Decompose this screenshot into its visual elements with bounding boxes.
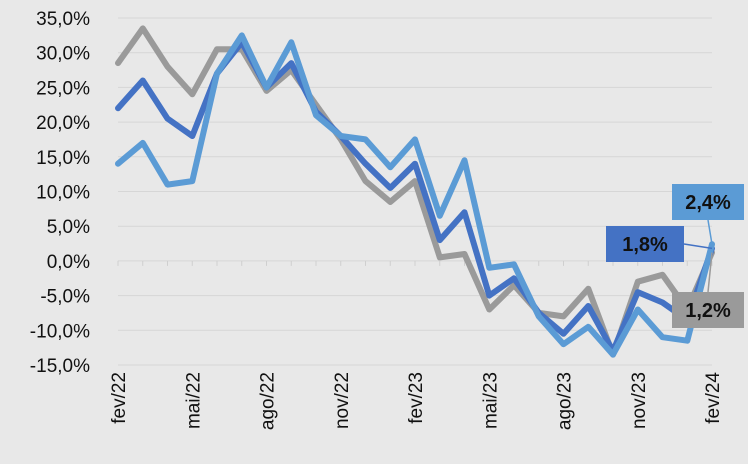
callout-label: 1,8%	[622, 234, 668, 256]
callout-box	[672, 292, 744, 328]
x-tick-label: fev/22	[109, 372, 130, 424]
x-tick-label: fev/23	[406, 372, 427, 424]
callout-label: 2,4%	[685, 192, 731, 214]
callout-2: 1,8%	[606, 226, 713, 262]
callouts: 2,4% 1,8% 1,2%	[606, 184, 744, 328]
callout-leader	[683, 243, 713, 250]
y-tick-label: 15,0%	[36, 148, 90, 169]
y-tick-label: -15,0%	[30, 356, 90, 377]
y-tick-label: -5,0%	[40, 287, 90, 308]
callout-leader	[707, 219, 713, 245]
y-tick-label: 0,0%	[47, 252, 90, 273]
x-axis: fev/22 mai/22 ago/22 nov/22 fev/23 mai/23 ago/…	[109, 260, 724, 430]
series-lines	[115, 25, 715, 358]
x-tick-label: nov/23	[629, 372, 650, 429]
x-tick-label: fev/24	[703, 372, 724, 424]
callout-label: 1,2%	[685, 300, 731, 322]
x-tick-label: mai/23	[480, 372, 501, 429]
x-tick-label: ago/23	[555, 372, 576, 430]
x-tick-label: nov/22	[332, 372, 353, 429]
x-tick-label: ago/22	[258, 372, 279, 430]
callout-box	[672, 184, 744, 220]
callout-leader	[707, 252, 713, 293]
y-tick-label: 20,0%	[36, 113, 90, 134]
y-tick-label: 5,0%	[47, 217, 90, 238]
y-tick-label: 30,0%	[36, 44, 90, 65]
x-tick-label: mai/22	[183, 372, 204, 429]
y-axis: -15,0% -10,0% -5,0% 0,0% 5,0% 10,0% 15,0% 20,0%…	[30, 9, 90, 377]
callout-3: 1,2%	[672, 252, 744, 328]
gridlines	[118, 17, 712, 366]
y-tick-label: 35,0%	[36, 9, 90, 30]
y-tick-label: 10,0%	[36, 183, 90, 204]
y-tick-label: 25,0%	[36, 78, 90, 99]
callout-1: 2,4%	[672, 184, 744, 245]
y-tick-label: -10,0%	[30, 321, 90, 342]
series-line-3	[115, 32, 715, 358]
callout-box	[606, 226, 684, 262]
